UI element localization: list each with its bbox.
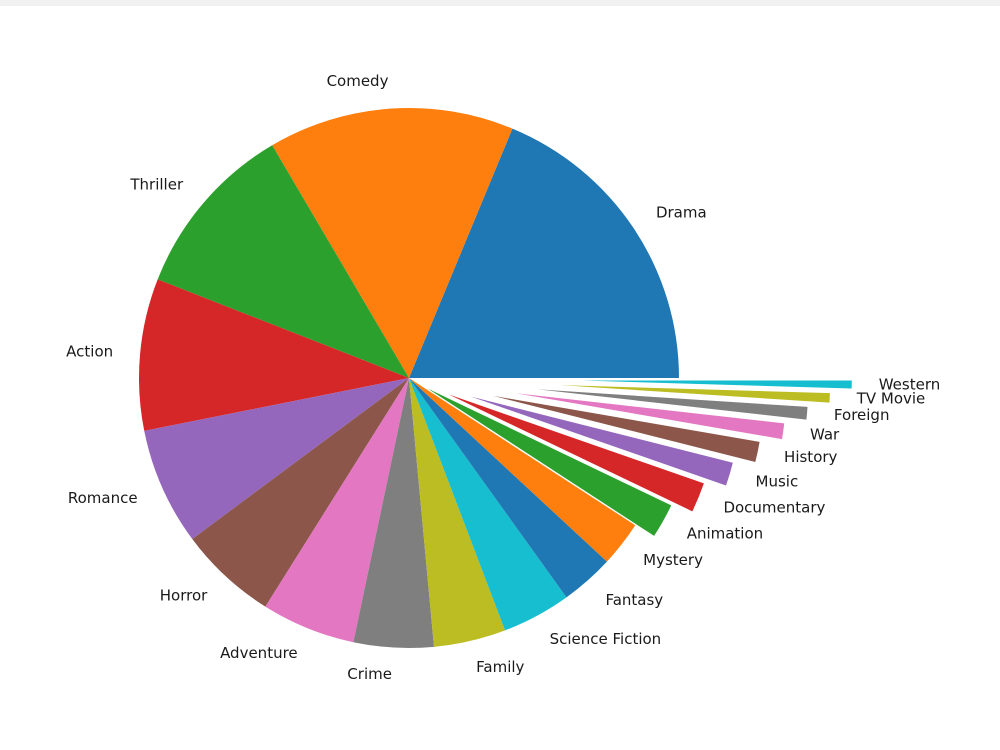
pie-label-drama: Drama [656,204,707,222]
pie-slice-comedy [272,107,513,378]
pie-slice-tv-movie [560,385,830,403]
pie-label-crime: Crime [347,665,392,683]
pie-slice-history [493,395,760,463]
pie-slice-fantasy [409,378,607,598]
pie-slice-crime [353,378,435,649]
pie-slice-romance [144,378,409,540]
pie-slices [138,107,852,649]
pie-labels: Drama Comedy Thriller Action Romance Horror Ad… [66,72,940,683]
pie-label-animation: Animation [687,525,763,543]
pie-label-documentary: Documentary [723,498,825,516]
pie-slice-horror [192,378,409,607]
pie-label-tv-movie: TV Movie [856,390,926,408]
pie-slice-action [138,279,409,431]
pie-slice-animation [427,388,672,536]
pie-label-horror: Horror [160,587,208,605]
pie-label-action: Action [66,342,113,360]
pie-slice-war [515,393,785,440]
pie-slice-family [409,378,506,647]
pie-slice-foreign [538,389,808,420]
pie-label-family: Family [476,658,524,676]
pie-label-adventure: Adventure [220,644,298,662]
pie-label-history: History [784,448,837,466]
pie-label-romance: Romance [68,489,138,507]
pie-slice-thriller [157,145,409,378]
pie-slice-adventure [265,378,409,643]
pie-slice-western [581,380,852,389]
pie-label-mystery: Mystery [643,551,703,569]
pie-slice-mystery [409,378,636,562]
pie-slice-science-fiction [409,378,567,631]
pie-slice-music [471,396,733,486]
pie-label-war: War [810,426,840,444]
pie-slice-drama [409,128,679,378]
pie-label-thriller: Thriller [129,176,184,194]
pie-label-foreign: Foreign [834,406,890,424]
pie-label-western: Western [879,375,941,393]
pie-label-comedy: Comedy [327,72,389,90]
pie-slice-documentary [448,394,704,512]
pie-label-fantasy: Fantasy [605,591,663,609]
pie-label-music: Music [756,472,799,490]
window-top-strip [0,0,1000,6]
pie-label-science-fiction: Science Fiction [550,630,662,648]
